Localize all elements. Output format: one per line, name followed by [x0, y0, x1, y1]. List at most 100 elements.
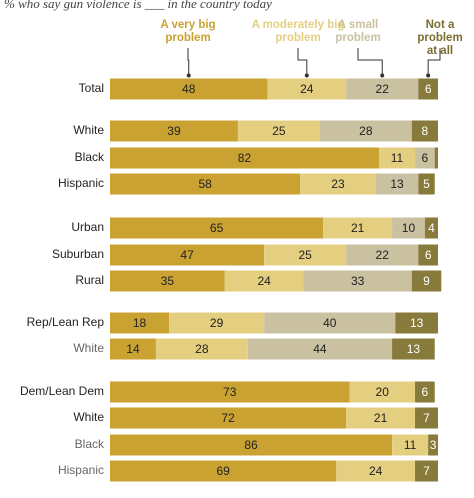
bar-segment — [110, 270, 225, 292]
value-label: 28 — [359, 124, 373, 138]
bar-segment — [378, 147, 416, 169]
bar-segment — [346, 78, 419, 100]
bar-segment — [392, 217, 425, 239]
leader-line — [297, 48, 308, 76]
bar-segment — [418, 78, 438, 100]
value-label: 58 — [198, 177, 212, 191]
bar-segment — [110, 338, 156, 360]
bar-segment — [428, 434, 438, 456]
value-label: 25 — [272, 124, 286, 138]
value-label: 82 — [238, 151, 252, 165]
bar-segment — [264, 244, 347, 266]
row-label: Rural — [75, 273, 104, 287]
bar-segment — [319, 120, 412, 142]
leader-line — [187, 48, 190, 76]
value-label: 24 — [257, 274, 271, 288]
bar-segment — [392, 434, 429, 456]
value-label: 5 — [423, 177, 430, 191]
value-label: 6 — [425, 82, 432, 96]
bar-segment — [346, 244, 419, 266]
bar-segment — [411, 120, 438, 142]
legend-header: Not a problem at all — [417, 19, 463, 57]
bar-segment — [411, 270, 442, 292]
bar-segment — [415, 381, 435, 403]
value-label: 9 — [423, 274, 430, 288]
value-label: 33 — [351, 274, 365, 288]
leader-dot — [186, 73, 191, 78]
bar-segment — [155, 338, 248, 360]
value-label: 69 — [216, 464, 230, 478]
value-label: 13 — [390, 177, 404, 191]
value-label: 39 — [167, 124, 181, 138]
value-label: 48 — [182, 82, 196, 96]
bar-segment — [434, 147, 438, 169]
legend-header: A small problem — [335, 19, 381, 44]
bar-segment — [110, 407, 347, 429]
row-label: White — [73, 123, 104, 137]
value-label: 6 — [422, 385, 429, 399]
value-label: 23 — [331, 177, 345, 191]
bar-segment — [169, 312, 265, 334]
row-label: Urban — [71, 220, 104, 234]
value-label: 65 — [210, 221, 224, 235]
legend-header: A moderately big problem — [251, 19, 345, 44]
row-label: Black — [75, 437, 105, 451]
row-label: Hispanic — [58, 176, 104, 190]
bar-segment — [264, 312, 396, 334]
value-label: 40 — [323, 316, 337, 330]
bar-segment — [300, 173, 376, 195]
value-label: 20 — [376, 385, 390, 399]
value-label: 13 — [410, 316, 424, 330]
value-label: 22 — [376, 82, 390, 96]
value-label: 86 — [244, 438, 258, 452]
row-label: White — [73, 410, 104, 424]
bar-segment — [303, 270, 412, 292]
bar-segment — [418, 173, 435, 195]
bar-segment — [110, 173, 301, 195]
bar-segment — [110, 460, 337, 482]
value-label: 7 — [423, 464, 430, 478]
value-label: 11 — [391, 151, 404, 165]
bar-segment — [110, 244, 265, 266]
leader-line — [427, 48, 441, 76]
value-label: 3 — [430, 438, 437, 452]
row-label: Suburban — [52, 247, 104, 261]
value-label: 22 — [376, 248, 390, 262]
bar-segment — [110, 78, 268, 100]
value-label: 6 — [422, 151, 429, 165]
value-label: 25 — [298, 248, 312, 262]
value-label: 73 — [223, 385, 237, 399]
row-label: Black — [75, 150, 105, 164]
bar-segment — [415, 147, 435, 169]
bar-segment — [336, 460, 416, 482]
value-label: 21 — [374, 411, 388, 425]
value-label: 7 — [423, 411, 430, 425]
subtitle: % who say gun violence is ___ in the cou… — [4, 0, 272, 11]
row-label: Total — [79, 81, 104, 95]
value-label: 28 — [195, 342, 209, 356]
bar-segment — [375, 173, 419, 195]
value-label: 44 — [313, 342, 327, 356]
bar-segment — [110, 381, 350, 403]
bar-segment — [418, 244, 438, 266]
value-label: 11 — [404, 438, 417, 452]
value-label: 47 — [180, 248, 194, 262]
bar-segment — [110, 120, 238, 142]
bar-segment — [247, 338, 393, 360]
bar-segment — [110, 434, 393, 456]
value-label: 18 — [133, 316, 147, 330]
value-label: 24 — [369, 464, 383, 478]
bar-segment — [224, 270, 304, 292]
row-label: White — [73, 341, 104, 355]
row-label: Hispanic — [58, 463, 104, 477]
bar-segment — [415, 407, 438, 429]
bar-segment — [392, 338, 435, 360]
value-label: 24 — [300, 82, 314, 96]
leader-dot — [426, 73, 431, 78]
leader-dot — [380, 73, 385, 78]
leader-line — [357, 48, 383, 76]
value-label: 8 — [422, 124, 429, 138]
bar-segment — [237, 120, 320, 142]
